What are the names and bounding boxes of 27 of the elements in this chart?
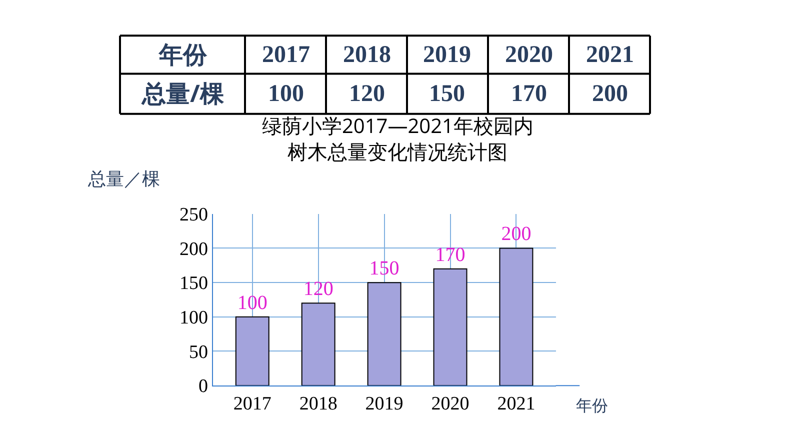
category-label: 2017: [262, 42, 310, 68]
y-tick-label: 100: [179, 308, 208, 329]
category-label: 2018: [343, 42, 391, 68]
category-label: 2019: [423, 42, 471, 68]
text: 200: [592, 81, 628, 107]
y-tick-label: 250: [179, 204, 208, 226]
category-label: 2020: [505, 42, 553, 68]
text: 170: [511, 81, 547, 107]
chart-subtitle: 树木总量变化情况统计图: [288, 138, 508, 165]
x-tick-label: 2021: [497, 393, 536, 414]
x-axis-title: 年份: [576, 394, 608, 416]
text: 年份: [158, 38, 208, 71]
text: 120: [349, 81, 385, 107]
text: 100: [268, 81, 304, 107]
x-tick-label: 2017: [233, 393, 272, 414]
x-tick-label: 2019: [365, 393, 404, 414]
y-tick-label: 0: [198, 376, 208, 398]
y-tick-label: 200: [179, 238, 208, 260]
x-tick-label: 2020: [431, 393, 470, 414]
category-label: 2021: [586, 42, 634, 68]
y-tick-label: 150: [179, 273, 208, 294]
x-tick-label: 2018: [299, 393, 338, 414]
y-tick-label: 50: [188, 342, 208, 363]
text: 150: [429, 81, 465, 107]
chart-title: 绿荫小学2017—2021年校园内: [262, 112, 534, 139]
y-axis-title: 总量／棵: [87, 167, 160, 191]
text: 总量/棵: [141, 77, 225, 110]
